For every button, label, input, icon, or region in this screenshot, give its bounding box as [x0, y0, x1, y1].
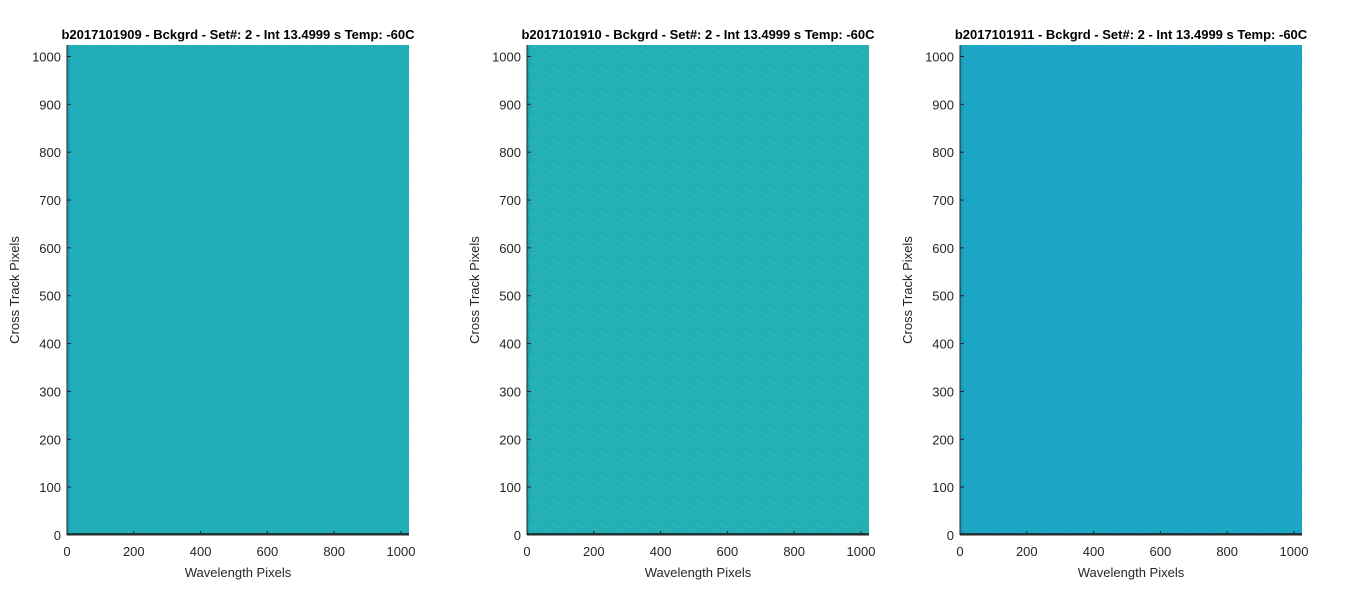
y-axis-label: Cross Track Pixels — [467, 236, 482, 344]
heatmap-panel-3: b2017101911 - Bckgrd - Set#: 2 - Int 13.… — [900, 27, 1308, 580]
x-tick-label: 1000 — [387, 544, 416, 559]
left-edge-column — [960, 45, 963, 535]
y-tick-label: 400 — [932, 337, 954, 352]
y-tick-label: 500 — [499, 289, 521, 304]
chart-title: b2017101911 - Bckgrd - Set#: 2 - Int 13.… — [955, 27, 1308, 42]
y-tick-label: 200 — [499, 432, 521, 447]
x-tick-label: 200 — [583, 544, 605, 559]
left-edge-column — [527, 45, 530, 535]
x-tick-label: 800 — [323, 544, 345, 559]
x-tick-label: 0 — [63, 544, 70, 559]
x-tick-label: 200 — [123, 544, 145, 559]
y-tick-label: 900 — [932, 97, 954, 112]
y-tick-label: 500 — [39, 289, 61, 304]
y-tick-label: 0 — [514, 528, 521, 543]
x-axis: 0 200 400 600 800 1000 — [523, 531, 875, 559]
y-tick-label: 900 — [499, 97, 521, 112]
y-tick-label: 700 — [499, 193, 521, 208]
y-tick-label: 300 — [39, 384, 61, 399]
y-tick-label: 300 — [932, 384, 954, 399]
heatmap-image — [527, 45, 869, 535]
y-tick-label: 700 — [932, 193, 954, 208]
heatmap-panel-2: b2017101910 - Bckgrd - Set#: 2 - Int 13.… — [467, 27, 875, 580]
y-tick-label: 600 — [39, 241, 61, 256]
x-tick-label: 1000 — [1280, 544, 1309, 559]
x-axis-label: Wavelength Pixels — [645, 565, 752, 580]
x-axis: 0 200 400 600 800 1000 — [63, 531, 415, 559]
x-tick-label: 800 — [1216, 544, 1238, 559]
x-axis-label: Wavelength Pixels — [1078, 565, 1185, 580]
y-tick-label: 600 — [499, 241, 521, 256]
x-tick-label: 400 — [190, 544, 212, 559]
x-axis-label: Wavelength Pixels — [185, 565, 292, 580]
heatmap-image — [67, 45, 409, 535]
x-tick-label: 400 — [1083, 544, 1105, 559]
y-tick-label: 100 — [499, 480, 521, 495]
y-tick-label: 900 — [39, 97, 61, 112]
x-tick-label: 800 — [783, 544, 805, 559]
x-axis: 0 200 400 600 800 1000 — [956, 531, 1308, 559]
left-edge-column — [67, 45, 70, 535]
y-tick-label: 800 — [499, 145, 521, 160]
y-tick-label: 400 — [499, 337, 521, 352]
y-tick-label: 800 — [39, 145, 61, 160]
y-axis: 0 100 200 300 400 500 600 700 800 900 1000 — [492, 49, 531, 543]
y-tick-label: 500 — [932, 289, 954, 304]
x-tick-label: 400 — [650, 544, 672, 559]
y-axis: 0 100 200 300 400 500 600 700 800 900 1000 — [32, 49, 71, 543]
x-tick-label: 600 — [257, 544, 279, 559]
y-axis-label: Cross Track Pixels — [7, 236, 22, 344]
y-tick-label: 100 — [932, 480, 954, 495]
y-tick-label: 600 — [932, 241, 954, 256]
y-axis: 0 100 200 300 400 500 600 700 800 900 1000 — [925, 49, 964, 543]
x-tick-label: 1000 — [847, 544, 876, 559]
y-tick-label: 400 — [39, 337, 61, 352]
bottom-row-band — [527, 533, 869, 535]
heatmap-image — [960, 45, 1302, 535]
x-tick-label: 600 — [717, 544, 739, 559]
y-tick-label: 1000 — [925, 49, 954, 64]
y-tick-label: 200 — [39, 432, 61, 447]
y-tick-label: 100 — [39, 480, 61, 495]
y-tick-label: 800 — [932, 145, 954, 160]
y-tick-label: 0 — [54, 528, 61, 543]
y-axis-label: Cross Track Pixels — [900, 236, 915, 344]
y-tick-label: 700 — [39, 193, 61, 208]
bottom-row-band — [67, 533, 409, 535]
chart-title: b2017101909 - Bckgrd - Set#: 2 - Int 13.… — [61, 27, 415, 42]
bottom-row-band — [960, 533, 1302, 535]
x-tick-label: 600 — [1150, 544, 1172, 559]
heatmap-panel-1: b2017101909 - Bckgrd - Set#: 2 - Int 13.… — [7, 27, 415, 580]
x-tick-label: 200 — [1016, 544, 1038, 559]
x-tick-label: 0 — [956, 544, 963, 559]
y-tick-label: 0 — [947, 528, 954, 543]
chart-title: b2017101910 - Bckgrd - Set#: 2 - Int 13.… — [521, 27, 875, 42]
y-tick-label: 200 — [932, 432, 954, 447]
x-tick-label: 0 — [523, 544, 530, 559]
y-tick-label: 300 — [499, 384, 521, 399]
y-tick-label: 1000 — [492, 49, 521, 64]
y-tick-label: 1000 — [32, 49, 61, 64]
